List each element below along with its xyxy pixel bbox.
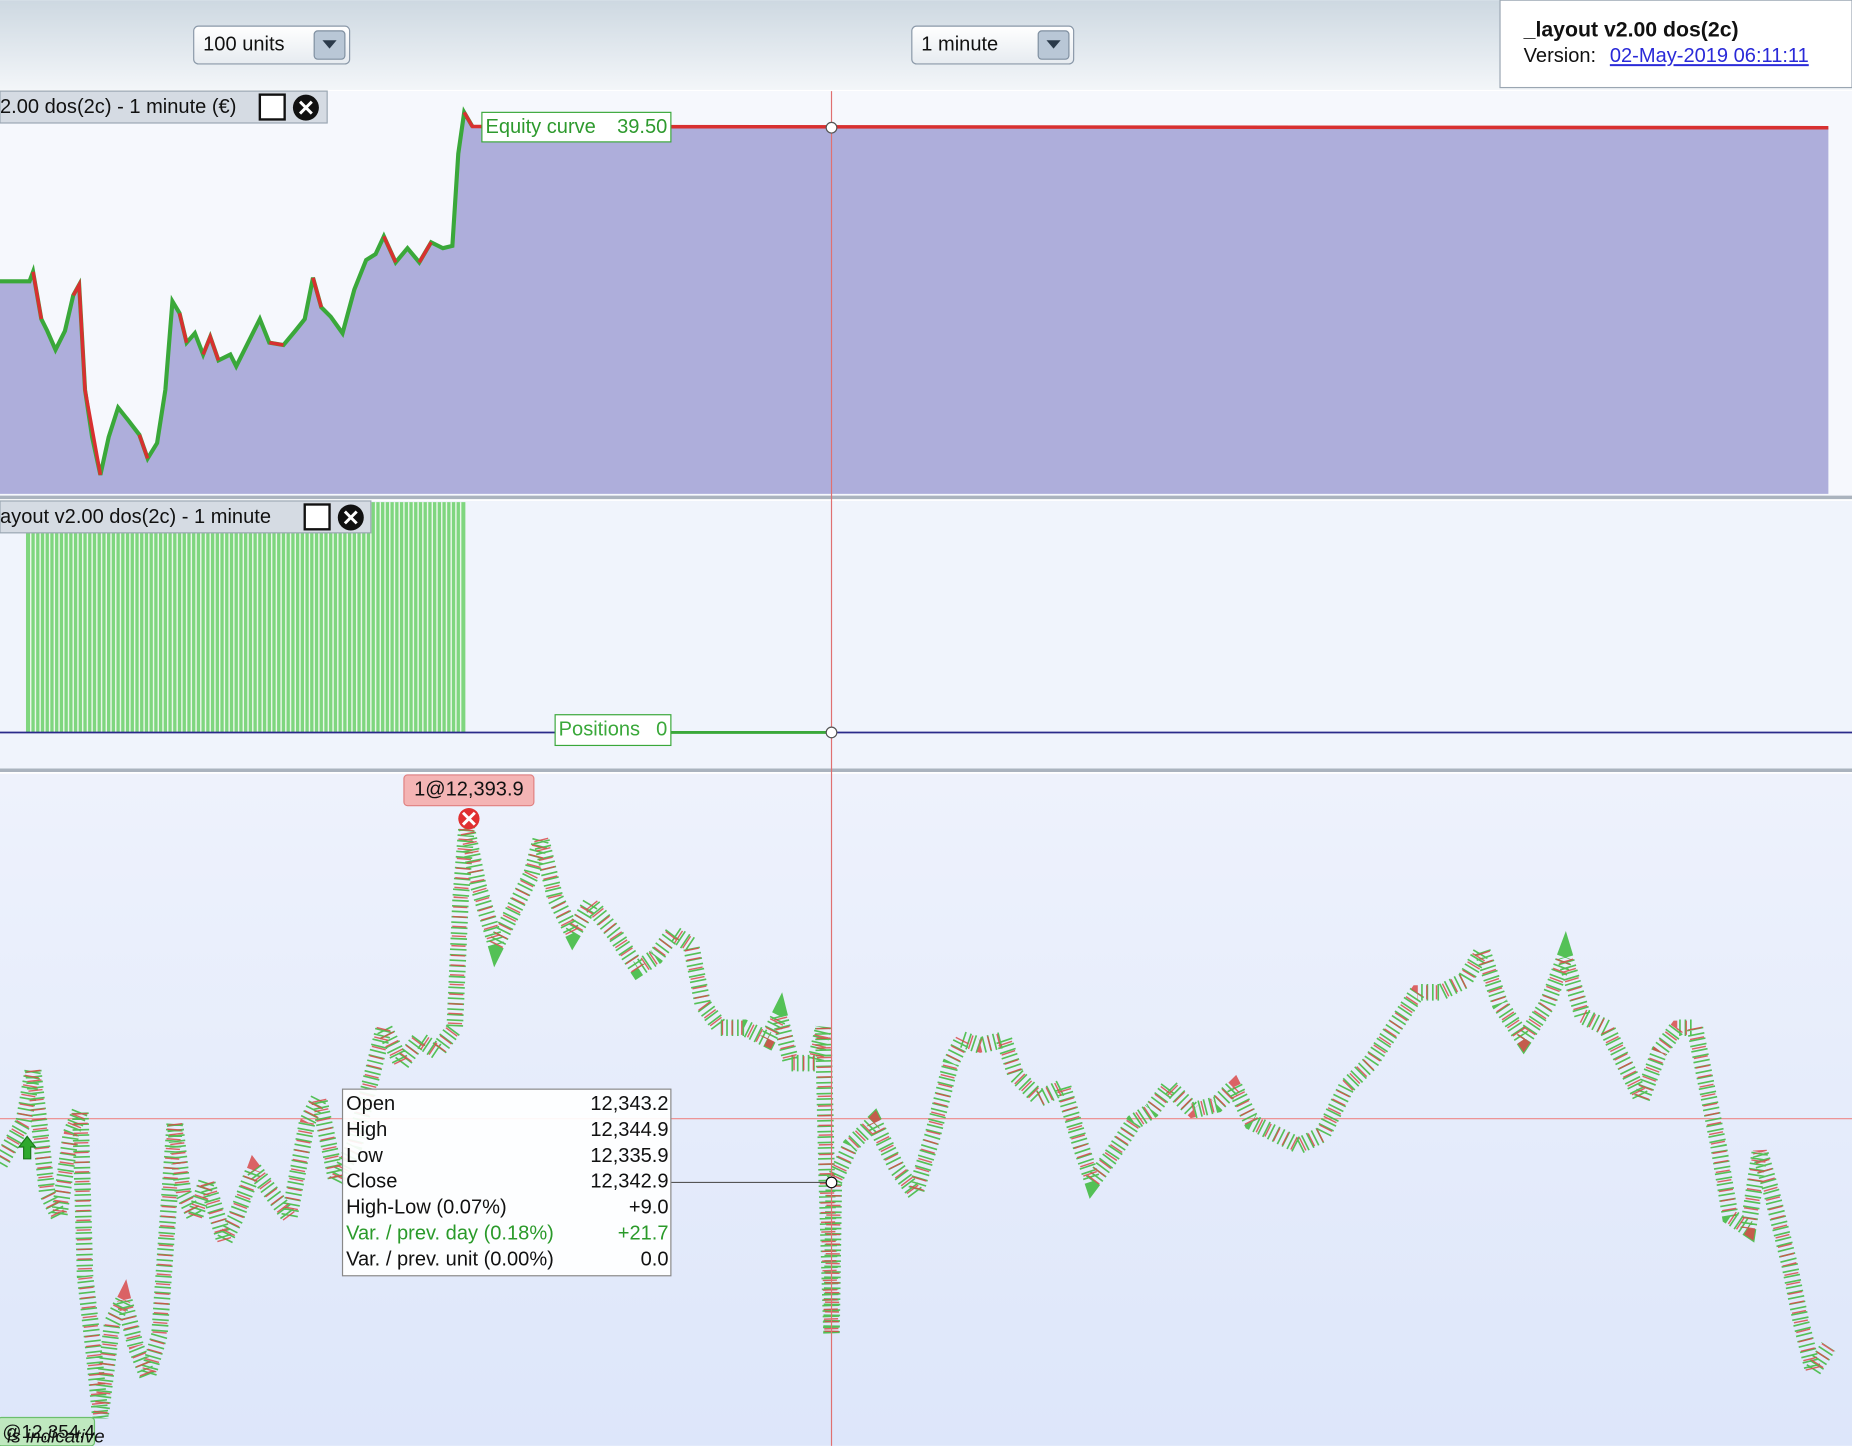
price-bars-down bbox=[0, 825, 1835, 1419]
positions-tab: ayout v2.00 dos(2c) - 1 minute bbox=[0, 500, 372, 534]
positions-bars bbox=[25, 502, 466, 733]
tooltip-value: +9.0 bbox=[629, 1197, 669, 1219]
tooltip-label: Low bbox=[346, 1145, 383, 1167]
tooltip-label: Open bbox=[346, 1093, 395, 1115]
tooltip-value: 0.0 bbox=[641, 1249, 669, 1271]
tooltip-label: High-Low (0.07%) bbox=[346, 1197, 507, 1219]
ohlc-tooltip: Open 12,343.2 High 12,344.9 Low 12,335.9… bbox=[341, 1088, 672, 1277]
tooltip-value: 12,335.9 bbox=[590, 1145, 668, 1167]
tooltip-value: +21.7 bbox=[618, 1223, 669, 1245]
tooltip-label: Close bbox=[346, 1171, 397, 1193]
quantity-value: 100 units bbox=[203, 33, 284, 55]
version-date-link[interactable]: 02-May-2019 06:11:11 bbox=[1610, 45, 1809, 67]
entry-label: @12,354.4 bbox=[2, 1422, 95, 1443]
tooltip-value: 12,344.9 bbox=[590, 1119, 668, 1141]
price-panel bbox=[0, 773, 1852, 1446]
version-label: Version: bbox=[1524, 45, 1597, 67]
order-marker: 1@12,393.9 bbox=[403, 774, 535, 830]
maximize-button[interactable] bbox=[303, 503, 331, 531]
quantity-dropdown[interactable]: 100 units bbox=[193, 25, 351, 65]
equity-label: Equity curve 39.50 bbox=[481, 111, 672, 143]
equity-label-value: 39.50 bbox=[617, 116, 667, 138]
equity-tab: 2.00 dos(2c) - 1 minute (€) bbox=[0, 90, 328, 124]
maximize-button[interactable] bbox=[258, 93, 286, 121]
equity-label-name: Equity curve bbox=[485, 116, 595, 138]
tooltip-label: Var. / prev. day (0.18%) bbox=[346, 1223, 554, 1245]
indicative-note: is indicative bbox=[7, 1427, 105, 1446]
crosshair-point bbox=[825, 726, 838, 739]
positions-label-name: Positions bbox=[559, 718, 640, 740]
info-title: _layout v2.00 dos(2c) bbox=[1523, 17, 1739, 41]
equity-tab-title: 2.00 dos(2c) - 1 minute (€) bbox=[0, 96, 236, 118]
tooltip-label: Var. / prev. unit (0.00%) bbox=[346, 1249, 554, 1271]
positions-label: Positions 0 bbox=[554, 714, 672, 747]
positions-label-value: 0 bbox=[656, 718, 667, 740]
tooltip-label: High bbox=[346, 1119, 387, 1141]
tooltip-value: 12,343.2 bbox=[590, 1093, 668, 1115]
info-box bbox=[1499, 0, 1852, 89]
tooltip-value: 12,342.9 bbox=[590, 1171, 668, 1193]
entry-arrow bbox=[17, 1135, 37, 1160]
timeframe-value: 1 minute bbox=[921, 33, 998, 55]
crosshair-point bbox=[825, 1176, 838, 1189]
equity-area bbox=[0, 112, 1829, 494]
order-label: 1@12,393.9 bbox=[414, 779, 524, 801]
positions-tab-title: ayout v2.00 dos(2c) - 1 minute bbox=[0, 506, 271, 528]
equity-line-down bbox=[31, 111, 1829, 476]
crosshair-point bbox=[825, 121, 838, 134]
timeframe-dropdown[interactable]: 1 minute bbox=[911, 25, 1075, 65]
